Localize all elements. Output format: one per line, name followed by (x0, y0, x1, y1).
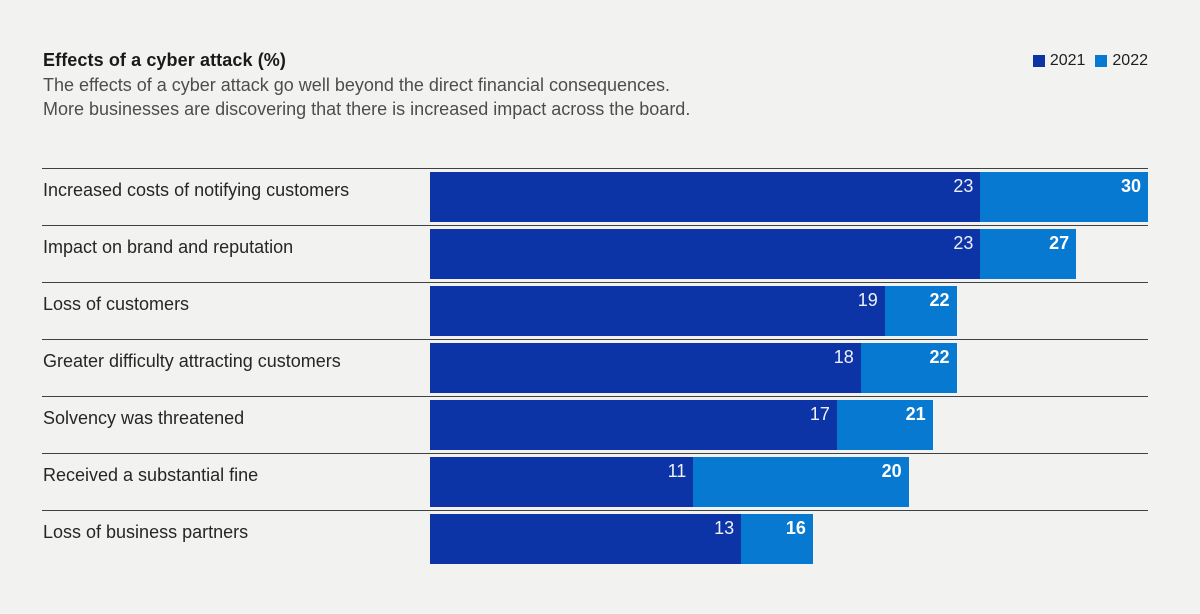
bar-area: 20 11 (430, 457, 1148, 507)
value-label-2022: 20 (881, 461, 902, 481)
bar-2021: 17 (430, 400, 837, 450)
category-label: Increased costs of notifying customers (43, 180, 350, 200)
chart-subtitle-line1: The effects of a cyber attack go well be… (43, 75, 671, 95)
chart-row: Loss of customers 22 19 (42, 282, 1148, 339)
chart-rows: Increased costs of notifying customers 3… (42, 168, 1148, 567)
bar-chart: Increased costs of notifying customers 3… (42, 168, 1148, 567)
chart-row: Impact on brand and reputation 27 23 (42, 225, 1148, 282)
chart-row: Received a substantial fine 20 11 (42, 453, 1148, 510)
category-label: Solvency was threatened (43, 408, 245, 428)
chart-subtitle-line2: More businesses are discovering that the… (43, 99, 691, 119)
value-label-2022: 30 (1120, 176, 1141, 196)
value-label-2022: 22 (929, 290, 950, 310)
chart-row: Solvency was threatened 21 17 (42, 396, 1148, 453)
value-label-2021: 23 (953, 233, 974, 253)
category-label: Loss of business partners (43, 522, 249, 542)
bar-area: 30 23 (430, 172, 1148, 222)
value-label-2022: 16 (785, 518, 806, 538)
chart-header: Effects of a cyber attack (%) The effect… (43, 47, 690, 121)
value-label-2022: 21 (905, 404, 926, 424)
legend-label-2022: 2022 (1112, 52, 1148, 69)
chart-legend: 2021 2022 (1032, 52, 1148, 70)
legend-item-2021: 2021 (1032, 52, 1086, 70)
chart-title: Effects of a cyber attack (%) (43, 50, 286, 70)
bar-2021: 19 (430, 286, 885, 336)
value-label-2021: 11 (667, 461, 687, 481)
category-label: Received a substantial fine (43, 465, 259, 485)
value-label-2021: 18 (833, 347, 854, 367)
chart-row: Greater difficulty attracting customers … (42, 339, 1148, 396)
legend-swatch-2021-icon (1032, 55, 1045, 67)
bar-2021: 18 (430, 343, 861, 393)
value-label-2021: 19 (857, 290, 878, 310)
category-label: Impact on brand and reputation (43, 237, 294, 257)
value-label-2021: 13 (714, 518, 735, 538)
bar-area: 21 17 (430, 400, 1148, 450)
category-label: Loss of customers (43, 294, 190, 314)
bar-2021: 23 (430, 172, 981, 222)
legend-swatch-2022-icon (1095, 55, 1108, 67)
bar-2021: 23 (430, 229, 981, 279)
bar-2021: 11 (430, 457, 694, 507)
bar-2021: 13 (430, 514, 742, 564)
bar-area: 16 13 (430, 514, 1148, 564)
chart-row: Increased costs of notifying customers 3… (42, 168, 1148, 225)
value-label-2021: 23 (953, 176, 974, 196)
legend-label-2021: 2021 (1049, 52, 1086, 69)
bar-area: 22 19 (430, 286, 1148, 336)
bar-area: 22 18 (430, 343, 1148, 393)
bar-area: 27 23 (430, 229, 1148, 279)
value-label-2022: 22 (929, 347, 950, 367)
legend-item-2022: 2022 (1095, 52, 1148, 70)
chart-row: Loss of business partners 16 13 (42, 510, 1148, 567)
value-label-2021: 17 (809, 404, 830, 424)
value-label-2022: 27 (1049, 233, 1070, 253)
category-label: Greater difficulty attracting customers (43, 351, 341, 371)
